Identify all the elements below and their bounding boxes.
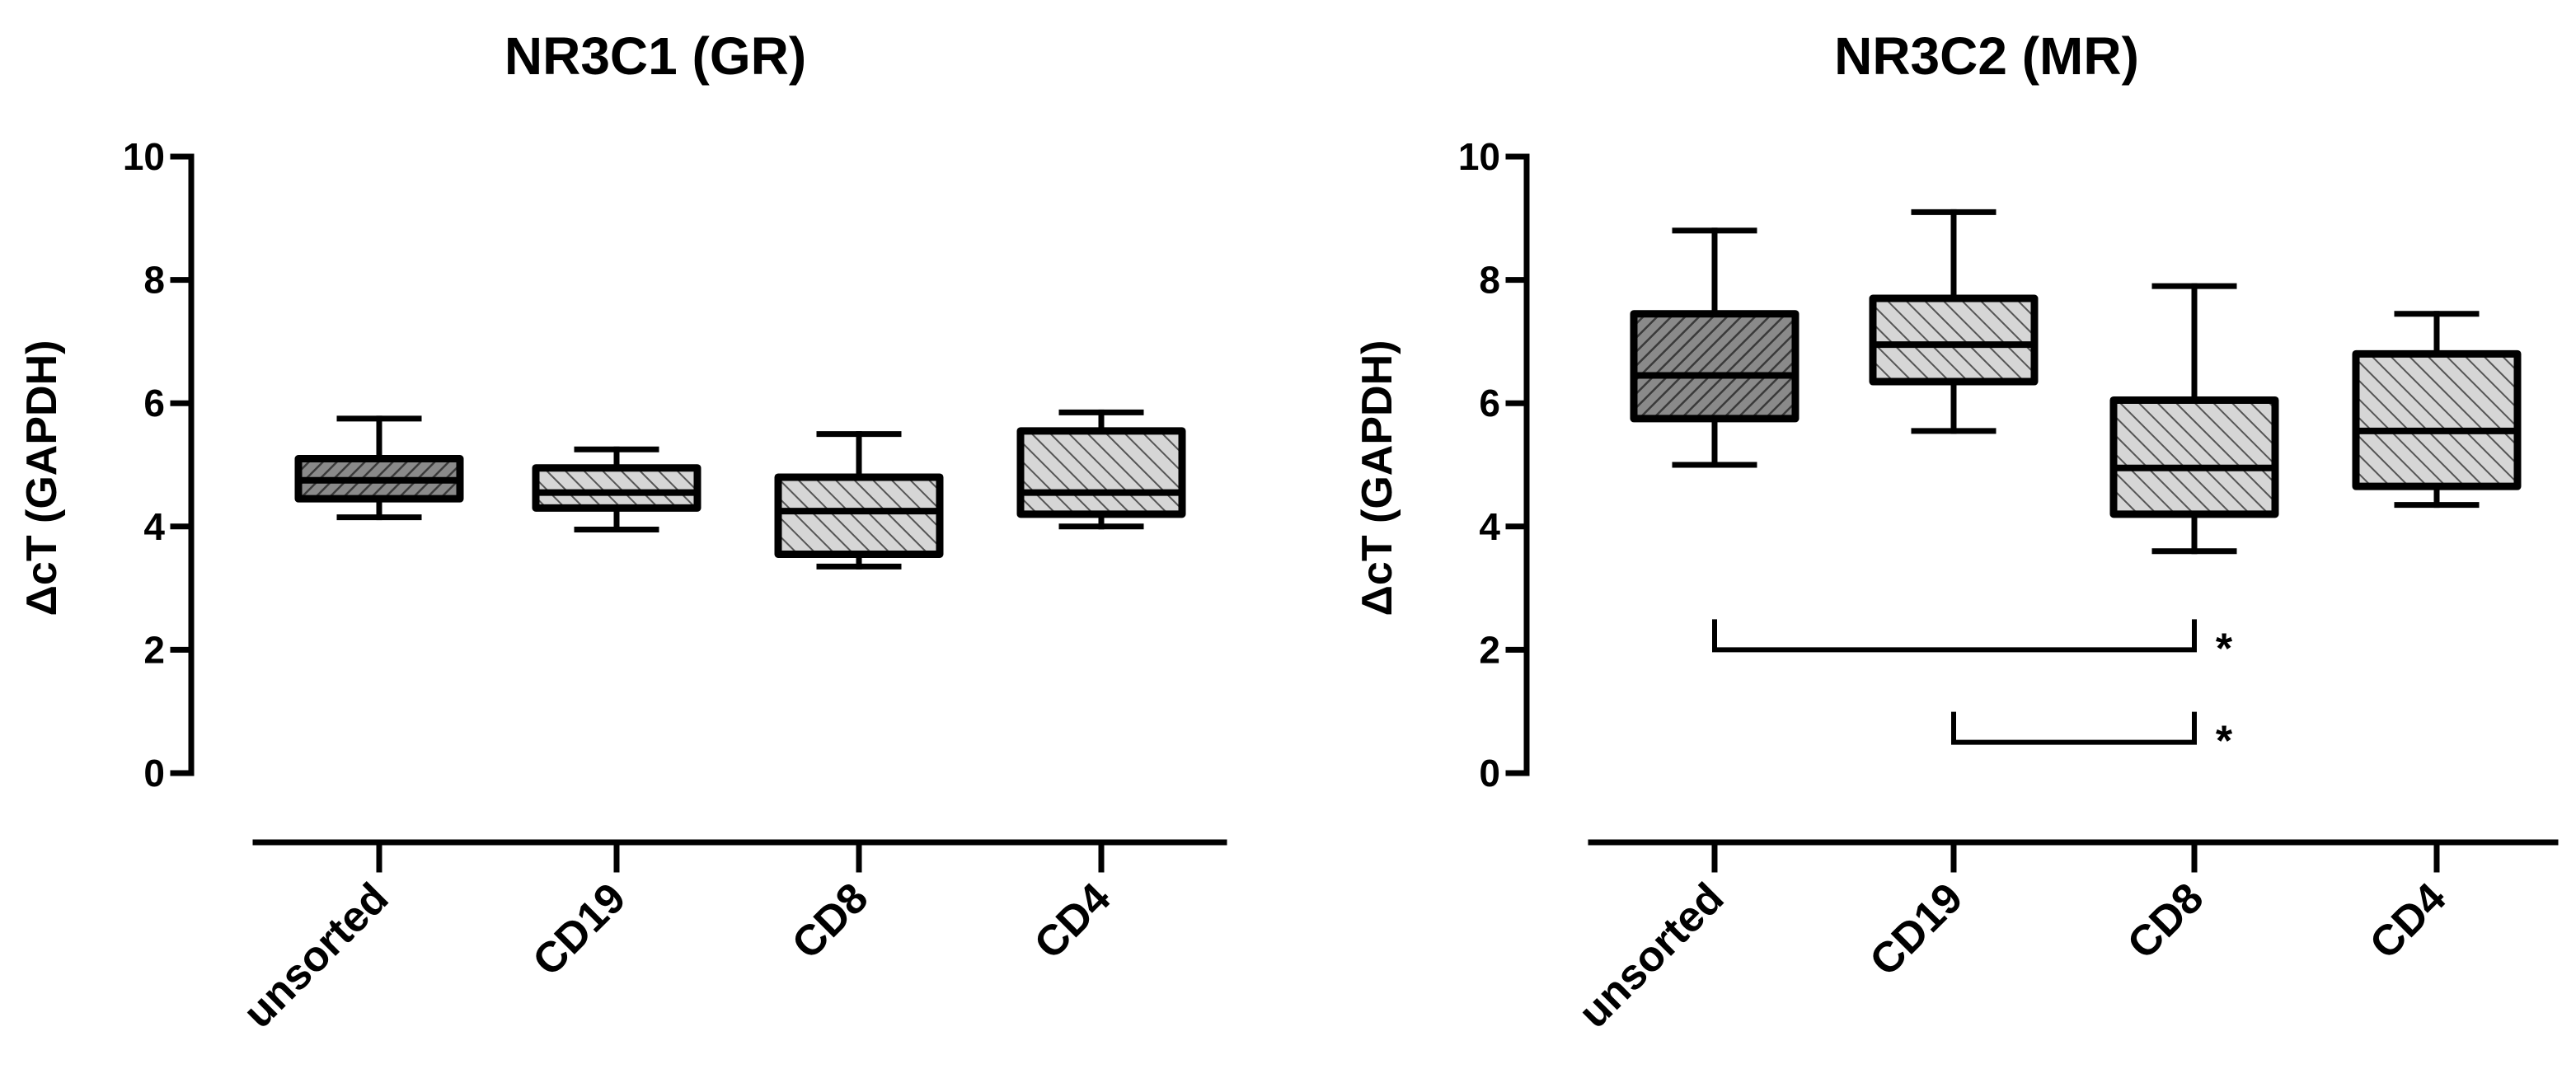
x-tick-label: CD8 (783, 874, 878, 968)
y-tick-label: 10 (1458, 135, 1500, 178)
significance-bracket (1951, 711, 2197, 745)
x-tick-label: unsorted (1570, 874, 1733, 1037)
y-tick-label: 0 (1479, 752, 1500, 795)
x-tick-label: CD19 (1860, 874, 1972, 985)
y-tick-label: 6 (143, 382, 165, 424)
y-tick-label: 2 (1479, 628, 1500, 671)
x-tick-label: CD19 (523, 874, 635, 985)
y-tick-label: 0 (143, 752, 165, 795)
y-axis-label: ΔcT (GAPDH) (1354, 340, 1401, 617)
box (1630, 310, 1799, 423)
box (774, 473, 944, 558)
plot-area: 0 2 4 6 8 10 unsorted CD19 CD8 CD4 * * (1458, 135, 2559, 1038)
box (2109, 396, 2279, 518)
x-tick-label: CD4 (2361, 874, 2456, 968)
y-tick-label: 6 (1479, 382, 1500, 424)
panel-nr3c2: NR3C2 (MR) ΔcT (GAPDH) 0 2 4 6 8 10 unsorted CD… (1354, 26, 2559, 1038)
significance-bracket (1712, 619, 2197, 653)
y-tick-label: 8 (1479, 259, 1500, 302)
box (1869, 294, 2039, 386)
x-tick-label: CD8 (2119, 874, 2213, 968)
y-tick-label: 4 (143, 505, 165, 548)
y-tick-label: 4 (1479, 505, 1500, 548)
chart-title: NR3C1 (GR) (504, 26, 806, 86)
plot-area: 0 2 4 6 8 10 unsorted CD19 CD8 CD4 (123, 135, 1227, 1038)
y-tick-label: 8 (143, 259, 165, 302)
box (532, 464, 701, 512)
box (2352, 349, 2522, 490)
chart-title: NR3C2 (MR) (1834, 26, 2139, 86)
significance-label: * (2216, 718, 2233, 766)
y-axis-label: ΔcT (GAPDH) (18, 340, 66, 617)
panel-nr3c1: NR3C1 (GR) ΔcT (GAPDH) 0 2 4 6 8 10 unsorted CD… (18, 26, 1227, 1038)
significance-label: * (2216, 625, 2233, 673)
x-tick-label: unsorted (234, 874, 397, 1037)
x-tick-label: CD4 (1025, 874, 1120, 968)
box (1016, 427, 1186, 518)
y-tick-label: 2 (143, 628, 165, 671)
y-tick-label: 10 (123, 135, 165, 178)
